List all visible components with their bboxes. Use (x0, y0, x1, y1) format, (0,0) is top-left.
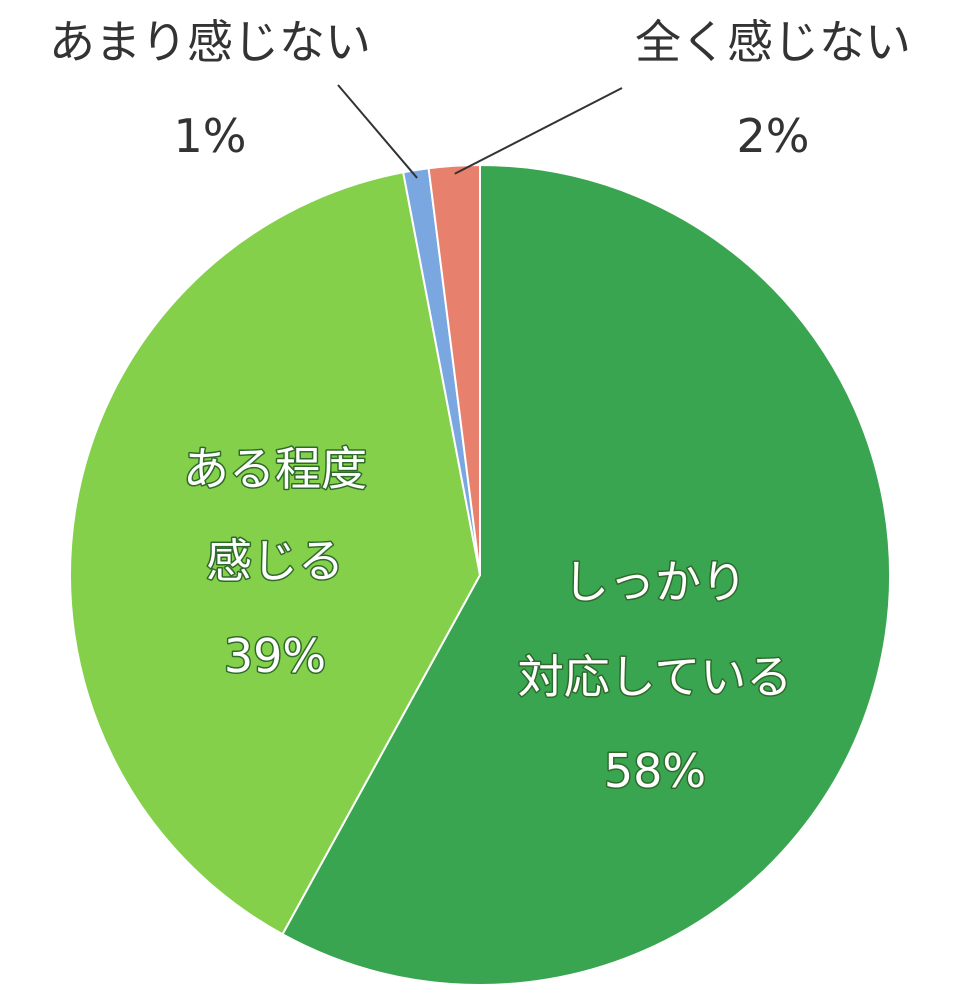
slice-label-line1-strong: しっかり (563, 555, 747, 609)
slice-percent-somewhat: 39% (224, 629, 326, 683)
slice-percent-rarely: 1% (174, 109, 247, 163)
leader-lines (337, 84, 623, 179)
pie-slice-strong (281, 163, 891, 986)
pie-slice-not-at-all (427, 163, 481, 576)
slice-label-not-at-all: 全く感じない (635, 15, 911, 69)
slice-label-line2-strong: 対応している (518, 650, 793, 704)
slice-percent-not-at-all: 2% (737, 109, 810, 163)
pie-slices (69, 163, 891, 986)
pie-slice-somewhat (69, 171, 482, 936)
leader-line-rarely (337, 84, 418, 179)
slice-label-line1-somewhat: ある程度 (183, 442, 367, 496)
slice-label-rarely: あまり感じない (49, 15, 371, 69)
leader-line-not-at-all (454, 87, 623, 175)
slice-percent-strong: 58% (604, 744, 706, 798)
slice-label-line2-somewhat: 感じる (206, 534, 344, 588)
